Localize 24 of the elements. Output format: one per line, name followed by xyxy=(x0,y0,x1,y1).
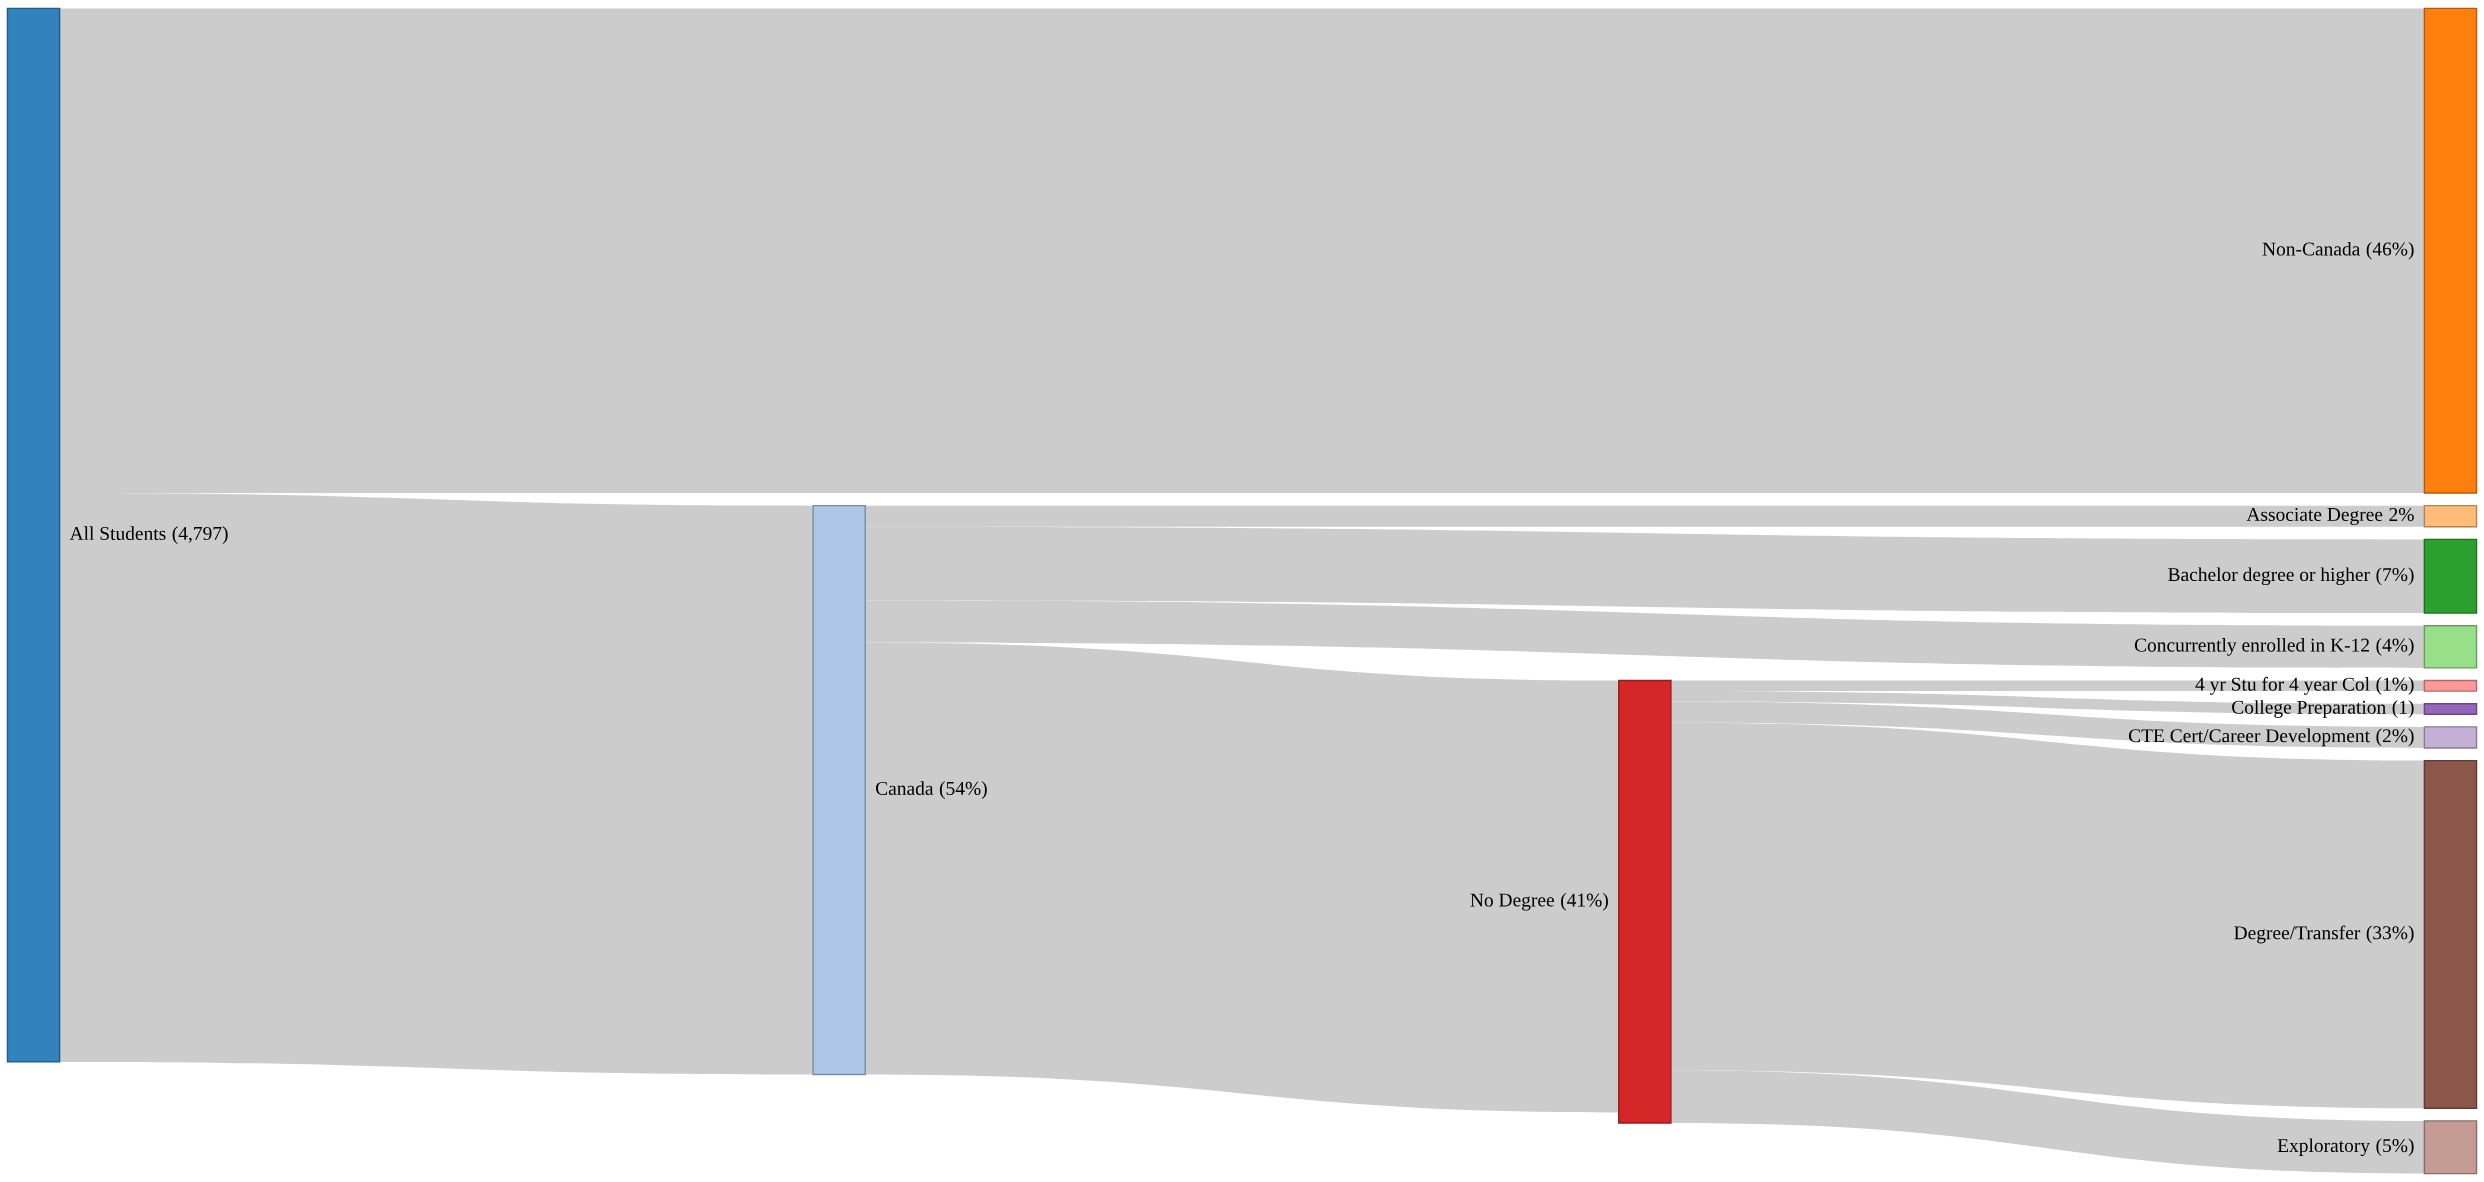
data-label: (7%) xyxy=(2376,567,2414,586)
category-label: 4 yr Stu for 4 year Col xyxy=(2195,676,2370,695)
category-label: All Students xyxy=(69,526,166,541)
category-label: No Degree xyxy=(1470,893,1554,911)
data-label: (1) xyxy=(2392,700,2414,718)
category-label: Exploratory xyxy=(2277,1138,2370,1157)
data-label: (5%) xyxy=(2376,1138,2414,1157)
category-label: Associate Degree xyxy=(2246,507,2383,526)
category-label: Concurrently enrolled in K-12 xyxy=(2134,637,2369,656)
data-label: 2% xyxy=(2389,507,2414,522)
category-label: Degree/Transfer xyxy=(2234,925,2361,944)
category-label: College Preparation xyxy=(2232,700,2386,718)
data-label: (33%) xyxy=(2366,925,2414,944)
data-label: (41%) xyxy=(1561,892,1608,911)
data-label: (4%) xyxy=(2376,638,2414,656)
category-label: Bachelor degree or higher xyxy=(2168,567,2370,586)
data-label: (46%) xyxy=(2366,241,2414,260)
category-label: Canada xyxy=(876,781,934,795)
data-label: (2%) xyxy=(2376,728,2414,747)
data-label: (1%) xyxy=(2376,677,2414,695)
data-label: (54%) xyxy=(939,781,987,799)
data-label: (4,797) xyxy=(172,526,228,544)
category-label: CTE Cert/Career Development xyxy=(2128,728,2370,747)
category-label: Non-Canada xyxy=(2262,241,2361,256)
